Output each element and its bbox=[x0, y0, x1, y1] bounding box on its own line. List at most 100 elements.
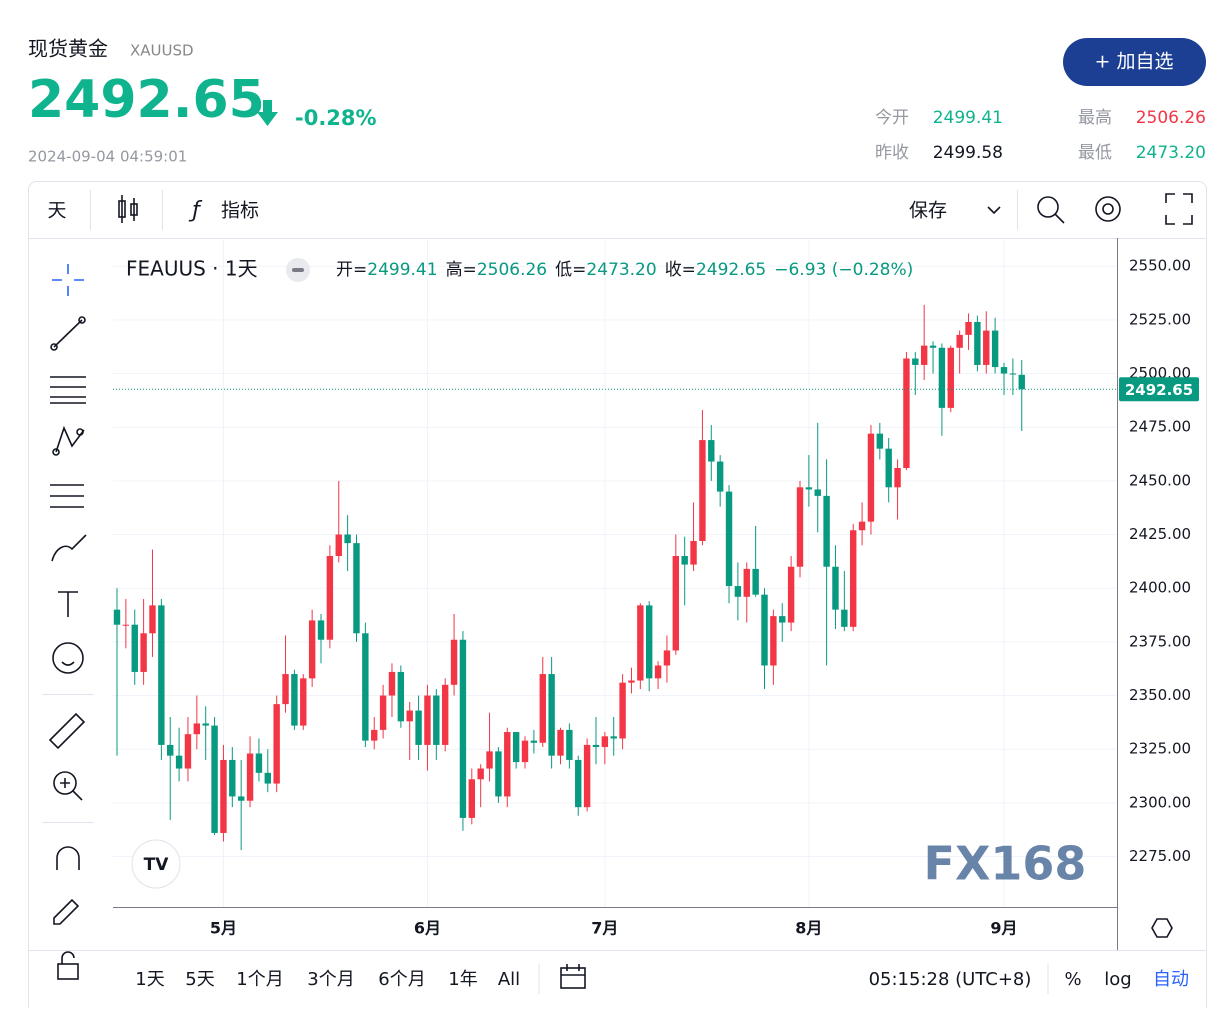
axis-settings-icon[interactable] bbox=[1151, 918, 1173, 938]
candle-body bbox=[938, 347, 946, 408]
tv-logo[interactable] bbox=[131, 839, 181, 889]
drawing-tools[interactable] bbox=[48, 264, 87, 980]
x-tick-label: 5月 bbox=[210, 919, 237, 938]
candle-body bbox=[300, 678, 307, 726]
clock: 05:15:28 (UTC+8) bbox=[869, 969, 1032, 990]
watch-button-label[interactable]: + 加自选 bbox=[1095, 51, 1174, 73]
candle-body bbox=[850, 530, 857, 627]
interval-button[interactable]: 天 bbox=[47, 200, 66, 222]
y-tick-label: 2300.00 bbox=[1129, 793, 1191, 811]
date-range-icon[interactable] bbox=[560, 964, 586, 989]
watch-button[interactable] bbox=[1063, 38, 1206, 86]
chart-type-icon[interactable] bbox=[118, 195, 138, 223]
stat-label: 今开 bbox=[875, 108, 909, 128]
candle-body bbox=[353, 543, 360, 634]
replay-icon[interactable] bbox=[1037, 196, 1065, 224]
tv-logo-mark[interactable]: TV bbox=[144, 855, 170, 875]
legend-label: 低= bbox=[555, 260, 586, 280]
fx-icon[interactable]: ƒ bbox=[188, 198, 203, 223]
range-button[interactable]: 3个月 bbox=[307, 969, 354, 990]
stat-value: 2506.26 bbox=[1136, 108, 1206, 128]
candle-body bbox=[672, 556, 680, 651]
candle-body bbox=[885, 448, 892, 488]
candle-body bbox=[1018, 374, 1025, 390]
candle-body bbox=[743, 568, 750, 597]
legend-value: 2506.26 bbox=[477, 260, 547, 280]
legend-value: 2473.20 bbox=[586, 260, 656, 280]
fullscreen-icon[interactable] bbox=[1165, 193, 1193, 225]
legend-toggle-bar bbox=[292, 268, 304, 272]
legend-label: 高= bbox=[446, 260, 477, 280]
candle-body bbox=[388, 671, 396, 696]
candle-body bbox=[167, 744, 174, 756]
settings-icon[interactable] bbox=[1095, 196, 1121, 222]
candle-body bbox=[716, 461, 724, 492]
candle-body bbox=[282, 674, 289, 705]
y-tick-label: 2425.00 bbox=[1129, 525, 1191, 543]
stat-value: 2499.41 bbox=[933, 108, 1003, 128]
y-tick-label: 2450.00 bbox=[1129, 471, 1191, 489]
candle-body bbox=[956, 334, 963, 348]
candle-body bbox=[441, 684, 449, 745]
timestamp: 2024-09-04 04:59:01 bbox=[28, 148, 187, 166]
candle-body bbox=[1009, 373, 1017, 375]
candle-body bbox=[317, 620, 325, 640]
candle-body bbox=[681, 556, 688, 565]
candle-body bbox=[237, 796, 245, 801]
candle-body bbox=[654, 665, 662, 679]
indicators-button[interactable]: 指标 bbox=[221, 200, 259, 222]
watermark: FX168 bbox=[924, 837, 1087, 891]
candle-body bbox=[841, 609, 848, 627]
candle-body bbox=[459, 639, 467, 818]
bottom-bar: 1天 5天 1个月 3个月 6个月 1年 All 05:15:28 (UTC+8)% log 自动 bbox=[135, 964, 1189, 994]
ohlc-legend: 开=2499.41 高=2506.26 低=2473.20 收=2492.65 −6.9… bbox=[336, 260, 913, 280]
candle-body bbox=[202, 723, 209, 726]
plot bbox=[113, 240, 1117, 907]
legend-label: 开= bbox=[336, 260, 367, 280]
candle-body bbox=[796, 487, 804, 567]
candle-body bbox=[983, 330, 990, 365]
candle-body bbox=[158, 605, 165, 745]
candle-body bbox=[663, 650, 671, 666]
chart-title: FEAUUS · 1天 bbox=[126, 257, 258, 281]
down-arrow bbox=[257, 100, 278, 126]
range-button[interactable]: All bbox=[498, 969, 520, 990]
stat-value: 2499.58 bbox=[933, 143, 1003, 163]
candle-body bbox=[761, 594, 768, 666]
candle-body bbox=[477, 768, 484, 780]
save-chevron[interactable] bbox=[987, 206, 1001, 215]
y-tick-label: 2400.00 bbox=[1129, 579, 1191, 597]
range-button[interactable]: 5天 bbox=[185, 969, 214, 990]
candle-body bbox=[628, 680, 635, 683]
last-price-label: 2492.65 bbox=[1125, 381, 1193, 399]
y-tick-label: 2475.00 bbox=[1129, 418, 1191, 436]
x-tick-label: 6月 bbox=[414, 919, 441, 938]
candle-body bbox=[929, 345, 937, 348]
candle-body bbox=[823, 495, 830, 567]
candle-body bbox=[965, 322, 972, 335]
candle-body bbox=[752, 568, 759, 595]
log-button: log bbox=[1104, 969, 1131, 990]
y-tick-label: 2325.00 bbox=[1129, 740, 1191, 758]
range-button[interactable]: 1年 bbox=[448, 969, 477, 990]
candle-body bbox=[450, 639, 458, 685]
candle-body bbox=[646, 605, 653, 679]
candle-body bbox=[601, 736, 609, 748]
candle-body bbox=[175, 755, 183, 769]
range-button[interactable]: 1个月 bbox=[236, 969, 283, 990]
range-button[interactable]: 1天 bbox=[135, 969, 164, 990]
legend-value: 2499.41 bbox=[367, 260, 437, 280]
candle-body bbox=[512, 732, 520, 763]
candle-body bbox=[113, 609, 121, 625]
candle-body bbox=[903, 358, 910, 468]
candle-body bbox=[894, 467, 901, 488]
candle-body bbox=[583, 744, 591, 808]
candle-body bbox=[255, 753, 263, 773]
save-button[interactable]: 保存 bbox=[909, 200, 947, 222]
range-button[interactable]: 6个月 bbox=[378, 969, 425, 990]
candle-body bbox=[592, 744, 600, 748]
candle-body bbox=[858, 521, 866, 531]
legend-change: −6.93 (−0.28%) bbox=[774, 260, 913, 280]
candle-body bbox=[246, 753, 254, 801]
chart-frame bbox=[28, 181, 1207, 1012]
